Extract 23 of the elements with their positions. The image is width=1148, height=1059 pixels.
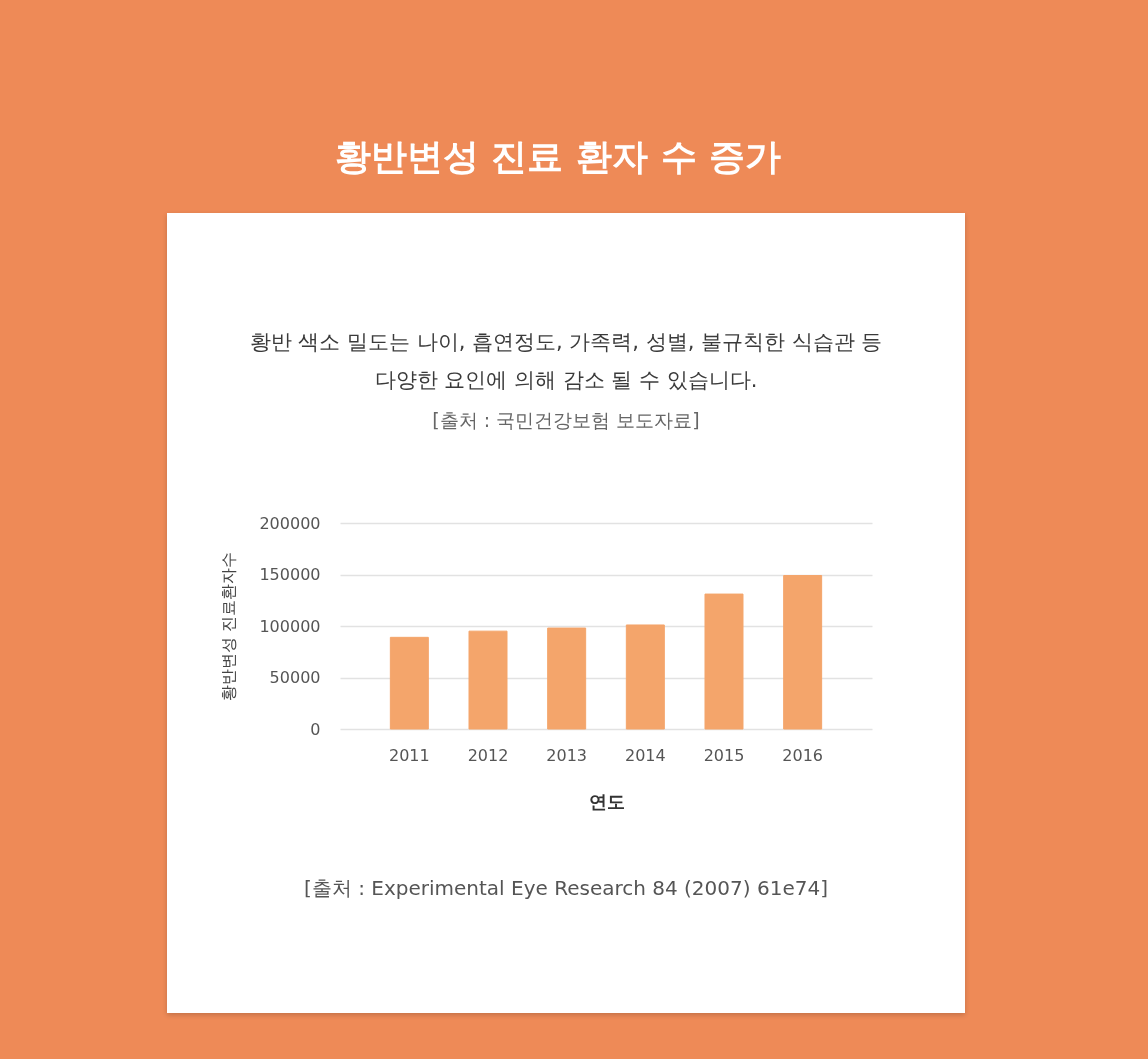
y-tick-label: 0 [310, 719, 321, 739]
x-tick-label: 2012 [467, 745, 509, 765]
bar [625, 624, 665, 730]
x-axis-title: 연도 [588, 790, 625, 812]
bar [389, 636, 429, 730]
x-tick-label: 2013 [546, 745, 588, 765]
x-tick-label: 2016 [782, 745, 824, 765]
text: [출처 : 국민건강보험 보도자료] [431, 408, 701, 433]
y-tick-label: 150000 [259, 565, 321, 584]
chart-title: 황반변성 진료 환자 수 증가 [333, 135, 783, 179]
bar [783, 575, 823, 730]
y-tick-label: 100000 [259, 616, 321, 636]
bar [547, 627, 587, 730]
x-tick-label: 2015 [703, 745, 745, 765]
y-axis-title: 황반변성 진료환자수 [219, 551, 239, 702]
x-tick-label: 2011 [388, 745, 430, 765]
x-tick-label: 2014 [624, 745, 666, 765]
chart-subtitle: 황반 색소 밀도는 나이, 흡연정도, 가족력, 성별, 불규칙한 식습관 등 다양한 요인에 의해 감소 될 수 있습니다. [248, 329, 884, 394]
bar [704, 593, 744, 730]
bar [468, 630, 508, 730]
y-tick-label: 200000 [259, 513, 321, 533]
text: [출처 : Experimental Eye Research 84 (2007) 61e74] [303, 875, 829, 902]
y-tick-label: 50000 [269, 668, 321, 687]
